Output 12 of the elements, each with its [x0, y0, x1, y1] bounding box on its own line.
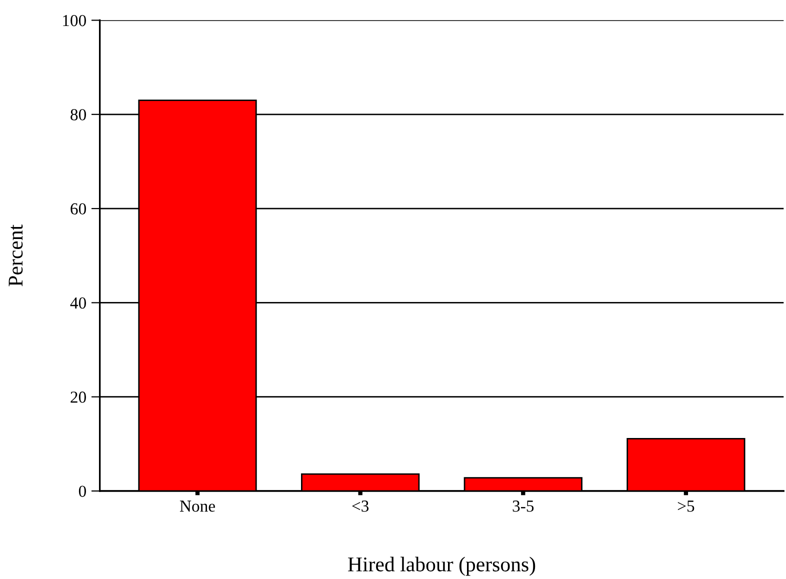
x-tick-label: >5: [678, 500, 694, 512]
y-tick-label: 40: [70, 297, 86, 309]
x-tick-label: 3-5: [512, 500, 534, 512]
y-axis-title: Percent: [8, 224, 23, 286]
y-tick-label: 100: [63, 14, 86, 26]
y-tick-label: 20: [70, 392, 86, 403]
x-axis-title: Hired labour (persons): [348, 556, 536, 576]
x-tick-label: <3: [352, 500, 369, 512]
y-tick-label: 60: [70, 203, 86, 214]
y-tick-label: 0: [78, 486, 86, 497]
y-tick-label: 80: [70, 109, 86, 120]
x-tick-label: None: [180, 500, 215, 512]
